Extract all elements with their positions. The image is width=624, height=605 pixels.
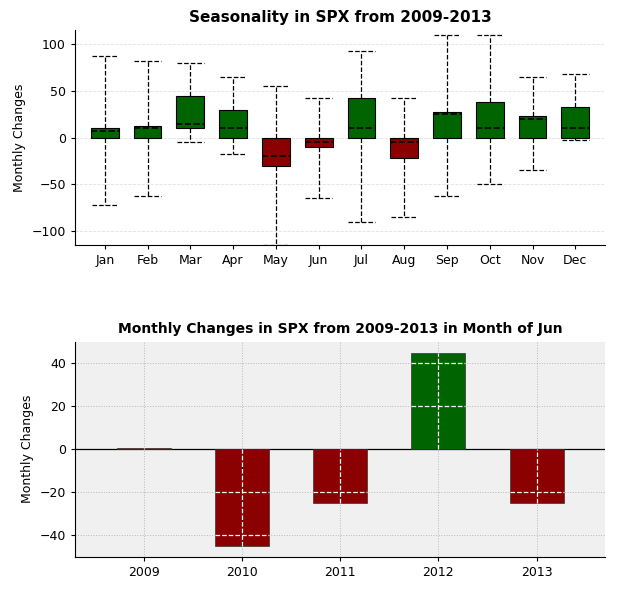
Bar bbox=[262, 138, 290, 166]
Bar bbox=[117, 448, 170, 449]
Bar bbox=[134, 125, 162, 138]
Title: Seasonality in SPX from 2009-2013: Seasonality in SPX from 2009-2013 bbox=[188, 10, 492, 25]
Y-axis label: Monthly Changes: Monthly Changes bbox=[21, 395, 34, 503]
Bar bbox=[348, 99, 376, 138]
Bar bbox=[433, 113, 461, 138]
Y-axis label: Monthly Changes: Monthly Changes bbox=[13, 83, 26, 192]
Bar bbox=[562, 107, 589, 138]
Bar bbox=[391, 138, 418, 159]
Bar bbox=[305, 138, 333, 147]
Bar bbox=[411, 353, 466, 449]
Bar bbox=[476, 102, 504, 138]
Bar bbox=[91, 128, 119, 138]
Bar bbox=[510, 449, 563, 503]
Bar bbox=[519, 116, 547, 138]
Bar bbox=[313, 449, 367, 503]
Bar bbox=[219, 110, 247, 138]
Bar bbox=[177, 96, 204, 128]
Title: Monthly Changes in SPX from 2009-2013 in Month of Jun: Monthly Changes in SPX from 2009-2013 in… bbox=[118, 322, 562, 336]
Bar bbox=[215, 449, 269, 546]
